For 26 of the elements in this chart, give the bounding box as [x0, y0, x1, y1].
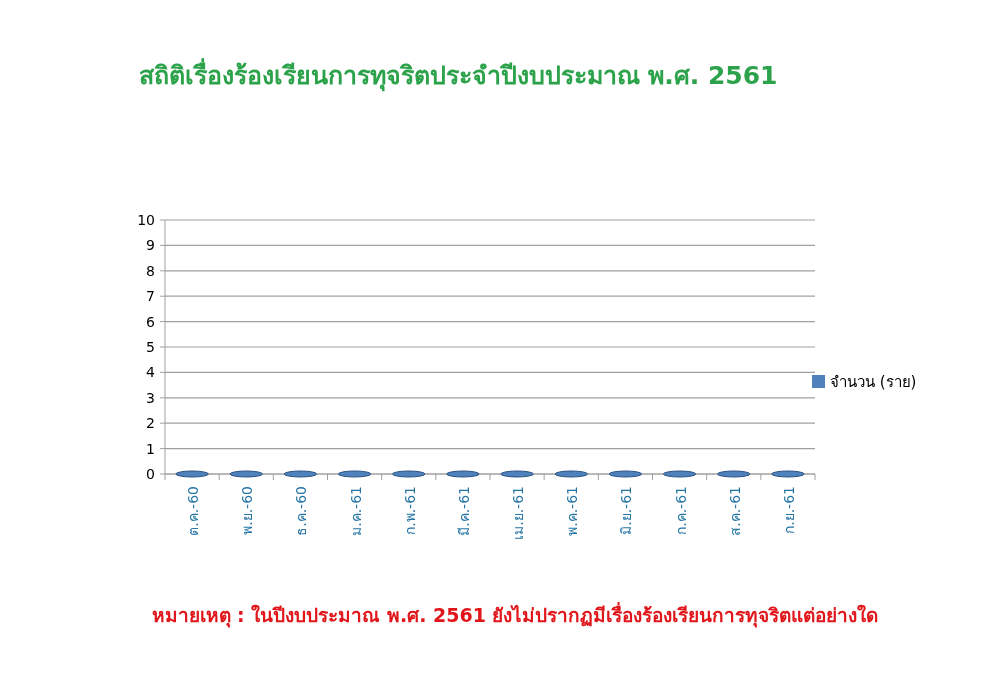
x-tick-label: มิ.ย.-61: [618, 486, 635, 535]
text: หมายเหตุ : ในปีงบประมาณ พ.ศ. 2561 ยังไม่ปรากฏมีเรื่องร้องเรียนการทุจริตแต่อย่างใด: [151, 602, 879, 628]
legend-label: จำนวน (ราย): [830, 373, 917, 391]
y-tick-label: 1: [146, 440, 155, 457]
y-tick-label: 4: [146, 364, 156, 381]
y-tick-label: 6: [146, 313, 156, 330]
x-tick-label: เม.ย.-61: [510, 486, 527, 540]
x-tick-label: ม.ค.-61: [347, 486, 364, 536]
x-tick-label: ต.ค.-60: [185, 486, 202, 536]
x-tick-label: ก.ย.-61: [780, 486, 797, 534]
x-tick-label: ก.ค.-61: [672, 486, 689, 535]
y-tick-label: 9: [146, 237, 155, 254]
chart-title: สถิติเรื่องร้องเรียนการทุจริตประจำปีงบประมาณ พ.ศ. 2561: [138, 58, 778, 92]
x-tick-label: พ.ค.-61: [564, 486, 581, 536]
y-tick-label: 8: [146, 262, 155, 279]
x-tick-label: ส.ค.-61: [726, 486, 743, 536]
y-tick-label: 7: [146, 288, 155, 305]
y-tick-label: 0: [146, 466, 155, 482]
y-tick-label: 2: [146, 415, 155, 432]
x-tick-label: มี.ค.-61: [455, 486, 472, 536]
x-tick-label: พ.ย.-60: [239, 486, 256, 535]
x-tick-label: ก.พ.-61: [401, 486, 418, 535]
y-tick-label: 10: [137, 212, 155, 228]
x-tick-label: ธ.ค.-60: [293, 486, 310, 536]
y-tick-label: 5: [146, 339, 155, 355]
y-tick-label: 3: [146, 389, 155, 406]
